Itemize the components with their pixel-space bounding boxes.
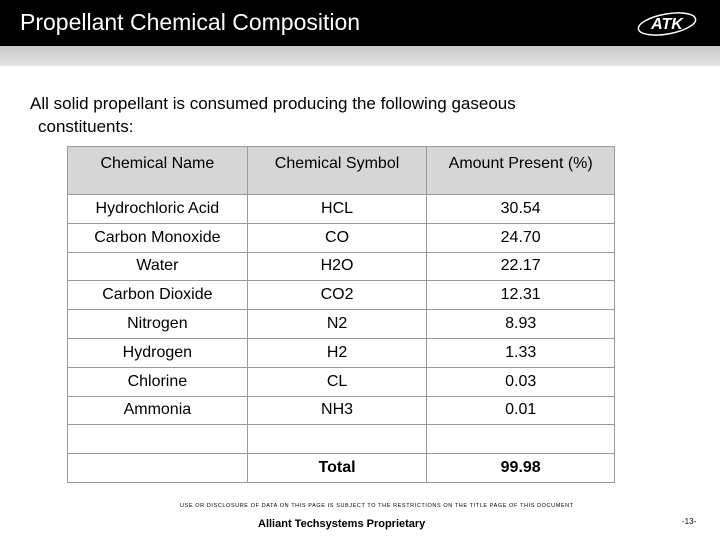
chemical-name-cell: Carbon Dioxide xyxy=(67,280,248,311)
chemical-symbol-cell: NH3 xyxy=(246,395,428,426)
header-band xyxy=(0,46,720,66)
table-row-total: Total 99.98 xyxy=(67,453,615,483)
table-row-empty xyxy=(67,424,615,455)
intro-line-2: constituents: xyxy=(38,117,134,136)
amount-cell: 22.17 xyxy=(426,251,615,282)
amount-cell: 1.33 xyxy=(426,337,615,368)
total-label: Total xyxy=(246,453,428,483)
atk-logo-icon: ATK xyxy=(637,12,697,36)
table-row: Hydrogen H2 1.33 xyxy=(67,337,615,368)
header-chemical-symbol: Chemical Symbol xyxy=(246,146,428,195)
header-amount-present: Amount Present (%) xyxy=(426,146,615,195)
title-bar: Propellant Chemical Composition ATK xyxy=(0,0,720,46)
chemical-name-cell: Hydrochloric Acid xyxy=(67,194,248,224)
table-cell xyxy=(67,424,248,455)
amount-cell: 24.70 xyxy=(426,222,615,253)
amount-cell: 0.01 xyxy=(426,395,615,426)
table-row: Hydrochloric Acid HCL 30.54 xyxy=(67,194,615,224)
table-row: Ammonia NH3 0.01 xyxy=(67,395,615,426)
chemical-name-cell: Hydrogen xyxy=(67,337,248,368)
chemical-symbol-cell: CL xyxy=(246,366,428,397)
chemical-symbol-cell: CO xyxy=(246,222,428,253)
chemical-name-cell: Ammonia xyxy=(67,395,248,426)
table-row: Carbon Dioxide CO2 12.31 xyxy=(67,280,615,311)
table-cell xyxy=(67,453,248,483)
chemical-symbol-cell: H2O xyxy=(246,251,428,282)
svg-text:ATK: ATK xyxy=(650,16,684,33)
table-header-row: Chemical Name Chemical Symbol Amount Pre… xyxy=(67,146,615,195)
page-number: -13- xyxy=(682,517,697,526)
amount-cell: 12.31 xyxy=(426,280,615,311)
intro-line-1: All solid propellant is consumed produci… xyxy=(30,94,516,113)
composition-table: Chemical Name Chemical Symbol Amount Pre… xyxy=(67,146,615,483)
amount-cell: 8.93 xyxy=(426,309,615,339)
table-row: Chlorine CL 0.03 xyxy=(67,366,615,397)
table-row: Carbon Monoxide CO 24.70 xyxy=(67,222,615,253)
disclosure-notice: USE OR DISCLOSURE OF DATA ON THIS PAGE I… xyxy=(180,503,574,509)
chemical-name-cell: Chlorine xyxy=(67,366,248,397)
table-cell xyxy=(246,424,428,455)
table-row: Water H2O 22.17 xyxy=(67,251,615,282)
chemical-symbol-cell: H2 xyxy=(246,337,428,368)
table-row: Nitrogen N2 8.93 xyxy=(67,309,615,339)
chemical-symbol-cell: N2 xyxy=(246,309,428,339)
chemical-symbol-cell: HCL xyxy=(246,194,428,224)
page-title: Propellant Chemical Composition xyxy=(20,9,361,35)
chemical-symbol-cell: CO2 xyxy=(246,280,428,311)
chemical-name-cell: Water xyxy=(67,251,248,282)
intro-text: All solid propellant is consumed produci… xyxy=(30,92,670,138)
chemical-name-cell: Carbon Monoxide xyxy=(67,222,248,253)
chemical-name-cell: Nitrogen xyxy=(67,309,248,339)
amount-cell: 0.03 xyxy=(426,366,615,397)
amount-cell: 30.54 xyxy=(426,194,615,224)
total-value: 99.98 xyxy=(426,453,615,483)
header-chemical-name: Chemical Name xyxy=(67,146,248,195)
proprietary-footer: Alliant Techsystems Proprietary xyxy=(258,518,426,530)
table-cell xyxy=(426,424,615,455)
